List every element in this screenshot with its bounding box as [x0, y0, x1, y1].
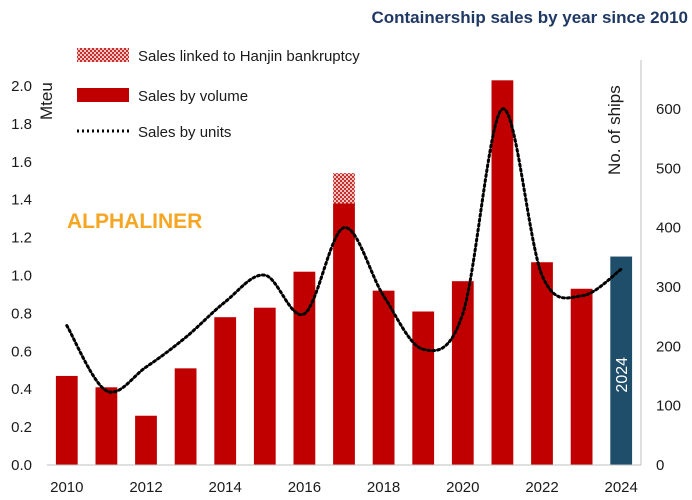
bar-volume-2018	[372, 290, 395, 465]
y-left-tick-label: 0.6	[11, 343, 32, 360]
bar-volume-2014	[214, 317, 237, 465]
y-right-tick-label: 100	[656, 398, 681, 415]
legend-swatch-hanjin	[77, 48, 129, 62]
y-right-tick-label: 500	[656, 160, 681, 177]
line-sales-by-units	[65, 107, 623, 394]
legend: Sales linked to Hanjin bankruptcy Sales …	[77, 48, 360, 141]
y-right-tick-label: 400	[656, 220, 681, 237]
legend-label-units: Sales by units	[138, 124, 231, 141]
legend-swatch-volume	[77, 88, 129, 102]
x-tick-label: 2020	[446, 479, 479, 496]
y-right-tick-label: 600	[656, 101, 681, 118]
y-left-tick-label: 1.0	[11, 268, 32, 285]
y-left-tick-label: 1.4	[11, 192, 32, 209]
bar-volume-2022	[531, 262, 553, 465]
legend-label-hanjin: Sales linked to Hanjin bankruptcy	[138, 48, 360, 65]
x-tick-label: 2012	[129, 479, 162, 496]
bar-volume-2012	[135, 415, 157, 465]
y-left-tick-label: 2.0	[11, 78, 32, 95]
x-tick-label: 2024	[605, 479, 638, 496]
y-left-tick-label: 0.2	[11, 419, 32, 436]
bar-highlight-label: 2024	[614, 357, 631, 393]
chart-title: Containership sales by year since 2010	[371, 8, 688, 27]
bar-volume-2010	[55, 375, 78, 465]
x-tick-label: 2022	[525, 479, 558, 496]
y-axis-right-label: No. of ships	[605, 85, 624, 175]
bar-volume-2021	[491, 80, 514, 465]
bar-volume-2011	[95, 387, 118, 465]
x-axis-ticks: 2010 2012 2014 2016 2018 2020 2022 2024	[50, 479, 638, 496]
bar-volume-2019	[412, 311, 435, 465]
x-tick-label: 2010	[50, 479, 83, 496]
bar-highlight-2024	[610, 256, 633, 465]
bars: 2024	[55, 80, 633, 466]
x-tick-label: 2016	[288, 479, 321, 496]
y-left-tick-label: 0.8	[11, 305, 32, 322]
y-left-tick-label: 1.2	[11, 230, 32, 247]
y-axis-left-ticks: 0.0 0.2 0.4 0.6 0.8 1.0 1.2 1.4 1.6 1.8 2.0	[11, 78, 32, 474]
units-line	[65, 107, 623, 394]
bar-volume-2023	[570, 288, 593, 465]
y-left-tick-label: 1.6	[11, 154, 32, 171]
y-axis-right-ticks: 0 100 200 300 400 500 600	[656, 101, 681, 474]
watermark-alphaliner: ALPHALINER	[67, 210, 202, 233]
y-left-tick-label: 1.8	[11, 116, 32, 133]
y-right-tick-label: 0	[656, 457, 664, 474]
x-tick-label: 2014	[209, 479, 242, 496]
bar-volume-2017	[333, 203, 355, 466]
legend-label-volume: Sales by volume	[138, 88, 248, 105]
y-left-tick-label: 0.0	[11, 457, 32, 474]
y-right-tick-label: 300	[656, 279, 681, 296]
y-left-tick-label: 0.4	[11, 381, 32, 398]
bar-volume-2013	[174, 368, 197, 465]
x-tick-label: 2018	[367, 479, 400, 496]
y-axis-left-label: Mteu	[37, 82, 56, 120]
y-right-tick-label: 200	[656, 338, 681, 355]
bar-hanjin-2017	[333, 173, 355, 204]
bar-volume-2016	[293, 271, 316, 465]
bar-volume-2015	[253, 307, 276, 465]
